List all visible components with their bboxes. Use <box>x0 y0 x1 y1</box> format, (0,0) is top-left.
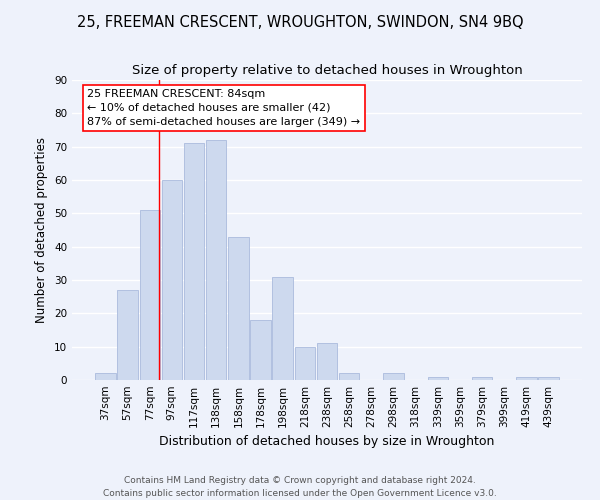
Bar <box>95 374 116 380</box>
Bar <box>295 346 315 380</box>
Text: 25 FREEMAN CRESCENT: 84sqm
← 10% of detached houses are smaller (42)
87% of semi: 25 FREEMAN CRESCENT: 84sqm ← 10% of deta… <box>88 89 361 127</box>
Bar <box>250 320 271 380</box>
Text: Contains HM Land Registry data © Crown copyright and database right 2024.
Contai: Contains HM Land Registry data © Crown c… <box>103 476 497 498</box>
Bar <box>383 374 404 380</box>
Title: Size of property relative to detached houses in Wroughton: Size of property relative to detached ho… <box>131 64 523 78</box>
Text: 25, FREEMAN CRESCENT, WROUGHTON, SWINDON, SN4 9BQ: 25, FREEMAN CRESCENT, WROUGHTON, SWINDON… <box>77 15 523 30</box>
Bar <box>472 376 493 380</box>
Bar <box>206 140 226 380</box>
Bar <box>140 210 160 380</box>
Bar <box>184 144 204 380</box>
Y-axis label: Number of detached properties: Number of detached properties <box>35 137 49 323</box>
Bar <box>339 374 359 380</box>
Bar <box>272 276 293 380</box>
Bar <box>428 376 448 380</box>
Bar <box>118 290 138 380</box>
Bar <box>228 236 248 380</box>
Bar <box>538 376 559 380</box>
Bar <box>516 376 536 380</box>
Bar <box>161 180 182 380</box>
Bar <box>317 344 337 380</box>
X-axis label: Distribution of detached houses by size in Wroughton: Distribution of detached houses by size … <box>160 436 494 448</box>
